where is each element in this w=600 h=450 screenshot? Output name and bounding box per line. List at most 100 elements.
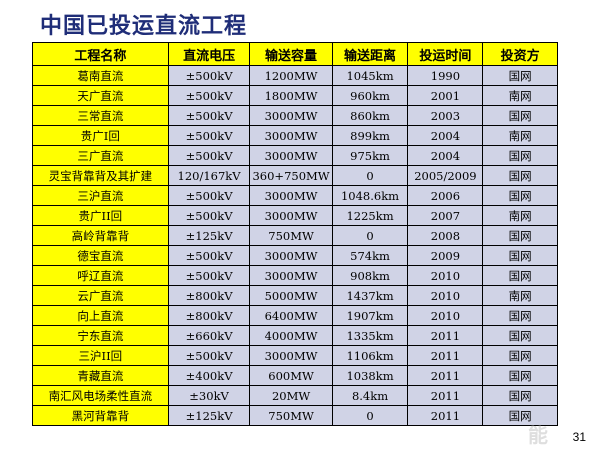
table-row: 宁东直流 ±660kV 4000MW 1335km 2011 国网 bbox=[32, 325, 558, 346]
dc-voltage-cell: ±30kV bbox=[167, 385, 251, 406]
commission-year-cell: 2009 bbox=[407, 245, 484, 266]
capacity-cell: 4000MW bbox=[249, 325, 333, 346]
commission-year-cell: 2004 bbox=[407, 145, 484, 166]
distance-cell: 0 bbox=[331, 405, 409, 426]
column-header-dc-voltage: 直流电压 bbox=[167, 42, 251, 66]
table-row: 贵广I回 ±500kV 3000MW 899km 2004 南网 bbox=[32, 125, 558, 146]
investor-cell: 南网 bbox=[482, 205, 558, 226]
capacity-cell: 1800MW bbox=[249, 85, 333, 106]
project-name-cell: 宁东直流 bbox=[32, 325, 169, 346]
distance-cell: 899km bbox=[331, 125, 409, 146]
dc-voltage-cell: ±800kV bbox=[167, 305, 251, 326]
distance-cell: 0 bbox=[331, 225, 409, 246]
capacity-cell: 20MW bbox=[249, 385, 333, 406]
dc-voltage-cell: ±500kV bbox=[167, 245, 251, 266]
dc-voltage-cell: ±500kV bbox=[167, 145, 251, 166]
table-row: 葛南直流 ±500kV 1200MW 1045km 1990 国网 bbox=[32, 65, 558, 86]
table-row: 三广直流 ±500kV 3000MW 975km 2004 国网 bbox=[32, 145, 558, 166]
distance-cell: 975km bbox=[331, 145, 409, 166]
project-name-cell: 三沪直流 bbox=[32, 185, 169, 206]
investor-cell: 国网 bbox=[482, 265, 558, 286]
table-row: 向上直流 ±800kV 6400MW 1907km 2010 国网 bbox=[32, 305, 558, 326]
commission-year-cell: 2003 bbox=[407, 105, 484, 126]
project-name-cell: 向上直流 bbox=[32, 305, 169, 326]
dc-voltage-cell: ±500kV bbox=[167, 105, 251, 126]
distance-cell: 1038km bbox=[331, 365, 409, 386]
project-name-cell: 三广直流 bbox=[32, 145, 169, 166]
dc-voltage-cell: ±800kV bbox=[167, 285, 251, 306]
table-body: 葛南直流 ±500kV 1200MW 1045km 1990 国网 天广直流 ±500kV 18… bbox=[32, 65, 558, 426]
table-row: 黑河背靠背 ±125kV 750MW 0 2011 国网 bbox=[32, 405, 558, 426]
project-name-cell: 南汇风电场柔性直流 bbox=[32, 385, 169, 406]
capacity-cell: 3000MW bbox=[249, 185, 333, 206]
watermark-logo: 能 bbox=[528, 423, 550, 447]
investor-cell: 国网 bbox=[482, 245, 558, 266]
table-row: 三常直流 ±500kV 3000MW 860km 2003 国网 bbox=[32, 105, 558, 126]
dc-voltage-cell: ±500kV bbox=[167, 205, 251, 226]
investor-cell: 南网 bbox=[482, 125, 558, 146]
project-name-cell: 青藏直流 bbox=[32, 365, 169, 386]
column-header-project-name: 工程名称 bbox=[32, 42, 169, 66]
table-row: 南汇风电场柔性直流 ±30kV 20MW 8.4km 2011 国网 bbox=[32, 385, 558, 406]
dc-voltage-cell: 120/167kV bbox=[167, 165, 251, 186]
capacity-cell: 3000MW bbox=[249, 345, 333, 366]
distance-cell: 1225km bbox=[331, 205, 409, 226]
investor-cell: 国网 bbox=[482, 65, 558, 86]
commission-year-cell: 2007 bbox=[407, 205, 484, 226]
investor-cell: 南网 bbox=[482, 85, 558, 106]
investor-cell: 南网 bbox=[482, 285, 558, 306]
hvdc-projects-table: 工程名称 直流电压 输送容量 输送距离 投运时间 投资方 葛南直流 ±500kV 1… bbox=[32, 42, 558, 426]
capacity-cell: 3000MW bbox=[249, 145, 333, 166]
commission-year-cell: 1990 bbox=[407, 65, 484, 86]
capacity-cell: 750MW bbox=[249, 405, 333, 426]
column-header-commission-year: 投运时间 bbox=[407, 42, 484, 66]
capacity-cell: 1200MW bbox=[249, 65, 333, 86]
table-row: 德宝直流 ±500kV 3000MW 574km 2009 国网 bbox=[32, 245, 558, 266]
dc-voltage-cell: ±500kV bbox=[167, 125, 251, 146]
distance-cell: 1907km bbox=[331, 305, 409, 326]
commission-year-cell: 2010 bbox=[407, 305, 484, 326]
project-name-cell: 德宝直流 bbox=[32, 245, 169, 266]
table-row: 呼辽直流 ±500kV 3000MW 908km 2010 国网 bbox=[32, 265, 558, 286]
table-row: 三沪直流 ±500kV 3000MW 1048.6km 2006 国网 bbox=[32, 185, 558, 206]
distance-cell: 574km bbox=[331, 245, 409, 266]
commission-year-cell: 2011 bbox=[407, 385, 484, 406]
project-name-cell: 云广直流 bbox=[32, 285, 169, 306]
capacity-cell: 3000MW bbox=[249, 125, 333, 146]
capacity-cell: 750MW bbox=[249, 225, 333, 246]
distance-cell: 8.4km bbox=[331, 385, 409, 406]
investor-cell: 国网 bbox=[482, 145, 558, 166]
distance-cell: 1437km bbox=[331, 285, 409, 306]
table-row: 青藏直流 ±400kV 600MW 1038km 2011 国网 bbox=[32, 365, 558, 386]
dc-voltage-cell: ±500kV bbox=[167, 65, 251, 86]
table-row: 天广直流 ±500kV 1800MW 960km 2001 南网 bbox=[32, 85, 558, 106]
project-name-cell: 天广直流 bbox=[32, 85, 169, 106]
commission-year-cell: 2006 bbox=[407, 185, 484, 206]
investor-cell: 国网 bbox=[482, 325, 558, 346]
capacity-cell: 3000MW bbox=[249, 245, 333, 266]
investor-cell: 国网 bbox=[482, 405, 558, 426]
dc-voltage-cell: ±500kV bbox=[167, 345, 251, 366]
capacity-cell: 5000MW bbox=[249, 285, 333, 306]
dc-voltage-cell: ±125kV bbox=[167, 225, 251, 246]
commission-year-cell: 2011 bbox=[407, 365, 484, 386]
distance-cell: 1106km bbox=[331, 345, 409, 366]
investor-cell: 国网 bbox=[482, 185, 558, 206]
dc-voltage-cell: ±660kV bbox=[167, 325, 251, 346]
dc-voltage-cell: ±500kV bbox=[167, 85, 251, 106]
investor-cell: 国网 bbox=[482, 165, 558, 186]
table-row: 灵宝背靠背及其扩建 120/167kV 360+750MW 0 2005/2009 国网 bbox=[32, 165, 558, 186]
distance-cell: 908km bbox=[331, 265, 409, 286]
table-row: 三沪II回 ±500kV 3000MW 1106km 2011 国网 bbox=[32, 345, 558, 366]
dc-voltage-cell: ±400kV bbox=[167, 365, 251, 386]
capacity-cell: 3000MW bbox=[249, 205, 333, 226]
dc-voltage-cell: ±500kV bbox=[167, 185, 251, 206]
distance-cell: 0 bbox=[331, 165, 409, 186]
project-name-cell: 贵广I回 bbox=[32, 125, 169, 146]
commission-year-cell: 2011 bbox=[407, 345, 484, 366]
project-name-cell: 高岭背靠背 bbox=[32, 225, 169, 246]
table-row: 贵广II回 ±500kV 3000MW 1225km 2007 南网 bbox=[32, 205, 558, 226]
capacity-cell: 3000MW bbox=[249, 265, 333, 286]
project-name-cell: 呼辽直流 bbox=[32, 265, 169, 286]
project-name-cell: 贵广II回 bbox=[32, 205, 169, 226]
